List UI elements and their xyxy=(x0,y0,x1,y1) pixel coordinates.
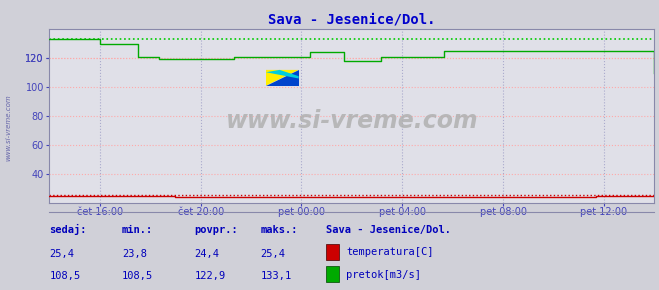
Polygon shape xyxy=(266,70,299,79)
Text: 122,9: 122,9 xyxy=(194,271,225,281)
Text: sedaj:: sedaj: xyxy=(49,224,87,235)
Text: 23,8: 23,8 xyxy=(122,249,147,259)
Text: 108,5: 108,5 xyxy=(49,271,80,281)
Polygon shape xyxy=(266,70,299,86)
Text: www.si-vreme.com: www.si-vreme.com xyxy=(5,94,12,161)
Text: 25,4: 25,4 xyxy=(260,249,285,259)
Title: Sava - Jesenice/Dol.: Sava - Jesenice/Dol. xyxy=(268,12,436,26)
Text: 108,5: 108,5 xyxy=(122,271,153,281)
Text: pretok[m3/s]: pretok[m3/s] xyxy=(346,270,421,280)
Text: min.:: min.: xyxy=(122,225,153,235)
Text: www.si-vreme.com: www.si-vreme.com xyxy=(225,109,478,133)
Text: maks.:: maks.: xyxy=(260,225,298,235)
Text: 25,4: 25,4 xyxy=(49,249,74,259)
Text: 133,1: 133,1 xyxy=(260,271,291,281)
Text: 24,4: 24,4 xyxy=(194,249,219,259)
Text: povpr.:: povpr.: xyxy=(194,225,238,235)
Polygon shape xyxy=(266,70,299,86)
Text: temperatura[C]: temperatura[C] xyxy=(346,247,434,257)
Text: Sava - Jesenice/Dol.: Sava - Jesenice/Dol. xyxy=(326,225,451,235)
